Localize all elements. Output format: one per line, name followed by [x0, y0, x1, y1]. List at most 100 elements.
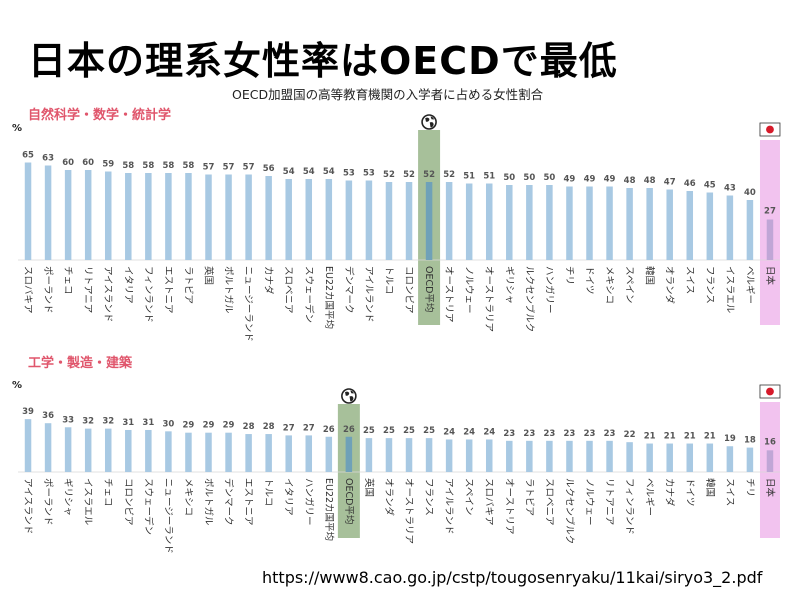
bar: [686, 443, 694, 472]
bar: [185, 432, 192, 472]
category-label: OECD平均: [343, 478, 355, 524]
category-label: ハンガリー: [543, 266, 554, 314]
value-label: 24: [483, 427, 495, 437]
value-label: 40: [744, 188, 756, 198]
value-label: 52: [403, 170, 415, 180]
bar: [285, 435, 292, 472]
bar: [405, 438, 413, 472]
category-label: ドイツ: [684, 478, 695, 507]
category-label: チェコ: [62, 266, 73, 295]
value-label: 28: [263, 422, 275, 432]
bar: [506, 185, 513, 260]
category-label: EU22カ国平均: [323, 266, 335, 329]
value-label: 25: [383, 426, 395, 436]
category-label: スロベニア: [283, 266, 294, 314]
value-label: 57: [223, 163, 235, 173]
category-label: リトアニア: [604, 478, 615, 525]
value-label: 18: [744, 436, 756, 446]
category-label: EU22カ国平均: [323, 478, 335, 541]
bar: [425, 438, 433, 472]
bar: [646, 188, 653, 260]
bar: [145, 429, 152, 472]
value-label: 52: [443, 170, 455, 180]
bar: [44, 423, 52, 472]
globe-icon: [421, 114, 437, 130]
bar: [746, 447, 754, 472]
category-label: ラトビア: [523, 478, 534, 516]
value-label: 58: [122, 161, 134, 171]
value-label: 48: [644, 176, 656, 186]
category-label: コロンビア: [122, 478, 133, 526]
bar: [526, 440, 533, 472]
value-label: 52: [423, 170, 435, 180]
category-label: オーストラリア: [403, 478, 414, 544]
bar: [64, 170, 72, 260]
value-label: 23: [503, 429, 515, 439]
value-label: 32: [102, 417, 114, 427]
bar: [586, 186, 593, 260]
value-label: 22: [624, 430, 636, 440]
value-label: 27: [303, 423, 315, 433]
category-label: アイスランド: [22, 478, 33, 534]
bar: [24, 162, 32, 260]
value-label: 39: [22, 407, 34, 417]
category-label: イスラエル: [82, 478, 93, 526]
value-label: 56: [263, 164, 275, 174]
value-label: 24: [463, 427, 475, 437]
bar: [526, 185, 533, 260]
japan-flag-icon: [759, 122, 781, 137]
category-label: アイルランド: [443, 478, 454, 535]
value-label: 58: [162, 161, 174, 171]
value-label: 19: [724, 434, 736, 444]
bar: [305, 179, 313, 260]
bar: [24, 419, 32, 472]
category-label: オランダ: [383, 478, 395, 517]
bar: [485, 183, 493, 260]
bar: [666, 189, 673, 260]
bar: [445, 439, 453, 472]
value-label: 33: [62, 415, 74, 425]
bar: [145, 173, 152, 260]
category-label: イスラエル: [724, 266, 735, 314]
category-label: チリ: [744, 478, 755, 497]
value-label: 50: [523, 173, 535, 183]
bar: [225, 432, 232, 472]
bar: [425, 182, 433, 260]
category-label: イタリア: [283, 478, 294, 516]
bar: [265, 176, 272, 260]
category-label: ラトビア: [182, 266, 193, 304]
value-label: 45: [704, 181, 716, 191]
bar: [445, 182, 453, 260]
category-label: ニュージーランド: [162, 478, 173, 554]
category-label: カナダ: [664, 478, 676, 507]
bar: [746, 200, 754, 260]
category-label: カナダ: [263, 266, 275, 295]
bar: [726, 195, 734, 260]
category-label: フランス: [423, 478, 434, 516]
value-label: 23: [564, 429, 576, 439]
value-label: 24: [443, 427, 455, 437]
value-label: 57: [203, 163, 215, 173]
category-label: アイスランド: [102, 266, 113, 322]
category-label: ベルギー: [644, 478, 655, 516]
source-url[interactable]: https://www8.cao.go.jp/cstp/tougosenryak…: [262, 568, 763, 587]
category-label: メキシコ: [604, 266, 615, 304]
category-label: スペイン: [463, 478, 474, 515]
bar: [706, 192, 714, 260]
value-label: 50: [503, 173, 515, 183]
bar: [506, 440, 513, 472]
bar: [626, 442, 633, 472]
bar: [165, 431, 172, 472]
chart-subtitle: OECD加盟国の高等教育機関の入学者に占める女性割合: [232, 87, 544, 102]
category-label: ベルギー: [744, 266, 755, 304]
japan-flag-icon: [759, 384, 781, 399]
natural-science-chart: 自然科学・数学・統計学% 65 スロバキア 63 ポーランド 60 チェコ 60 リトアニア 59…: [12, 107, 781, 342]
value-label: 25: [403, 426, 415, 436]
category-label: フィンランド: [142, 266, 153, 323]
value-label: 48: [624, 176, 636, 186]
category-label: ドイツ: [584, 266, 595, 295]
value-label: 27: [764, 207, 776, 217]
bar: [104, 428, 112, 472]
bar: [566, 186, 573, 260]
category-label: メキシコ: [182, 478, 193, 516]
